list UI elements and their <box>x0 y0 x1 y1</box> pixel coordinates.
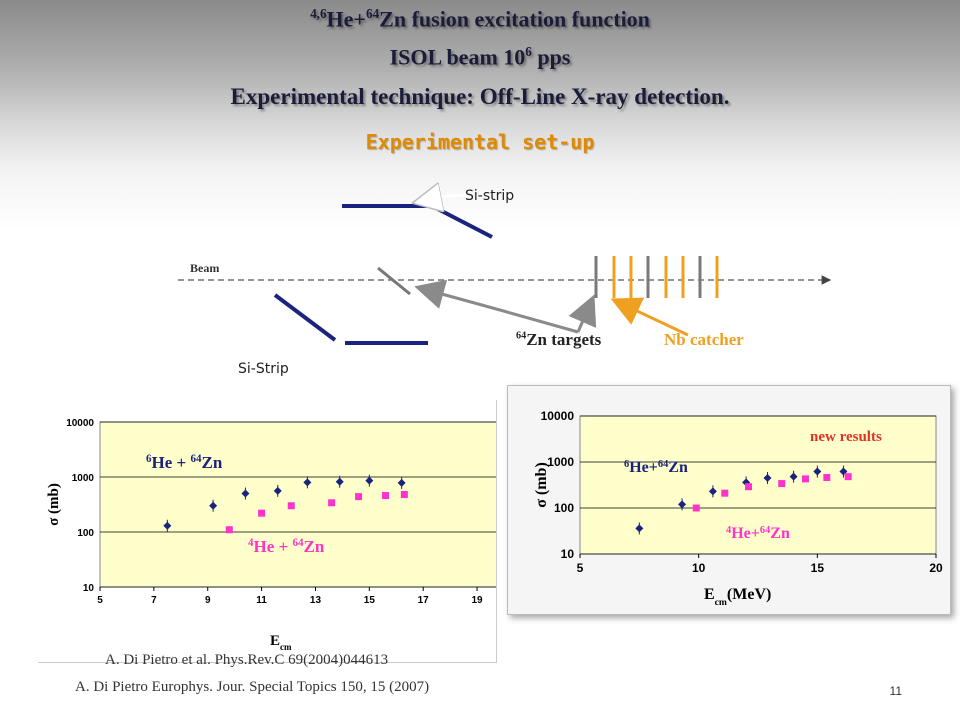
y-tick-label: 100 <box>554 501 574 515</box>
data-point-6he <box>365 476 374 485</box>
y-tick-label: 100 <box>77 528 94 539</box>
x-axis-label: Ecm <box>270 633 292 652</box>
y-tick-label: 10000 <box>66 418 94 429</box>
setup-diagram <box>178 170 832 345</box>
citation-1: A. Di Pietro et al. Phys.Rev.C 69(2004)0… <box>105 652 389 668</box>
page-number: 11 <box>889 684 902 698</box>
data-point-4he <box>287 502 295 510</box>
series-label-1: 4He + 64Zn <box>248 537 325 556</box>
data-point-4he <box>745 483 753 491</box>
targets-arrow-1 <box>414 279 579 334</box>
data-point-4he <box>844 473 852 481</box>
x-tick-label: 19 <box>472 595 484 606</box>
data-point-4he <box>258 509 266 517</box>
left-chart: 10000 1000 100 105 7 9 11 13 15 17 19 σ (mb) Ecm 6He … <box>46 418 505 652</box>
x-tick-label: 15 <box>364 595 376 606</box>
y-tick-label: 1000 <box>72 473 95 484</box>
setup-heading: Experimental set-up <box>365 130 595 154</box>
data-point-6he <box>678 500 687 509</box>
y-tick-label: 10 <box>83 583 95 594</box>
x-tick-label: 13 <box>310 595 322 606</box>
y-tick-label: 1000 <box>547 455 574 469</box>
data-point-4he <box>400 491 408 499</box>
data-point-6he <box>209 501 218 510</box>
data-point-6he <box>163 521 172 530</box>
catcher-arrow <box>610 297 689 337</box>
zn-targets <box>594 256 702 298</box>
data-point-6he <box>708 487 717 496</box>
data-point-4he <box>721 489 729 497</box>
data-point-6he <box>635 524 644 533</box>
targets-arrow-2 <box>568 294 597 333</box>
x-tick-label: 5 <box>577 561 584 575</box>
nb-catchers <box>612 256 719 298</box>
si-strip-bottom-label: Si-Strip <box>238 361 289 377</box>
data-point-4he <box>692 504 700 512</box>
data-point-6he <box>273 486 282 495</box>
x-tick-label: 15 <box>811 561 825 575</box>
data-point-4he <box>328 499 336 507</box>
y-tick-label: 10000 <box>541 409 575 423</box>
series-label-1: 4He+64Zn <box>726 525 790 543</box>
left-chart-panel: 10000 1000 100 10 5 7 9 11 13 15 17 19 σ (mb) Ecm 6He … <box>38 400 505 663</box>
data-point-4he <box>225 526 233 534</box>
data-point-6he <box>335 477 344 486</box>
beam-label: Beam <box>190 261 220 275</box>
new-results-annotation: new results <box>810 429 882 445</box>
x-tick-label: 20 <box>929 561 943 575</box>
x-tick-label: 5 <box>97 595 103 606</box>
data-point-4he <box>355 493 363 501</box>
y-axis-label: σ (mb) <box>46 483 62 526</box>
data-point-4he <box>381 492 389 500</box>
data-point-6he <box>241 489 250 498</box>
data-point-6he <box>813 467 822 476</box>
y-tick-label: 10 <box>561 547 575 561</box>
data-point-4he <box>801 475 809 483</box>
slide-title: 4,6He+64Zn fusion excitation function <box>310 6 650 32</box>
citation-2: A. Di Pietro Europhys. Jour. Special Top… <box>75 679 430 695</box>
data-point-6he <box>763 473 772 482</box>
si-strip-pointer <box>418 195 468 202</box>
x-tick-label: 7 <box>151 595 157 606</box>
si-strip-top-angled <box>431 204 493 239</box>
data-point-4he <box>823 474 831 482</box>
data-point-6he <box>789 472 798 481</box>
y-axis-label: σ (mb) <box>533 462 550 508</box>
x-tick-label: 11 <box>256 595 267 606</box>
beam-window <box>377 266 411 296</box>
targets-label: 64Zn targets <box>516 330 602 349</box>
right-chart-panel: 10000 1000 100 10 5 10 15 20 σ (mb) Ecm(MeV) 6He+6… <box>507 385 951 615</box>
data-point-6he <box>303 478 312 487</box>
technique-heading: Experimental technique: Off-Line X-ray d… <box>230 84 730 109</box>
x-tick-label: 10 <box>692 561 706 575</box>
si-strip-bottom-angled <box>273 293 337 342</box>
series-label-0: 6He+64Zn <box>624 459 688 477</box>
data-point-6he <box>397 478 406 487</box>
slide-subtitle: ISOL beam 106 pps <box>389 44 571 70</box>
si-strip-top-label: Si-strip <box>465 188 515 204</box>
x-tick-label: 9 <box>205 595 211 606</box>
data-point-6he <box>839 467 848 476</box>
catcher-label: Nb catcher <box>664 330 744 349</box>
data-point-4he <box>778 480 786 488</box>
series-label-0: 6He + 64Zn <box>146 453 223 472</box>
x-axis-label: Ecm(MeV) <box>704 586 771 608</box>
plot-area <box>99 421 505 588</box>
x-tick-label: 17 <box>418 595 430 606</box>
